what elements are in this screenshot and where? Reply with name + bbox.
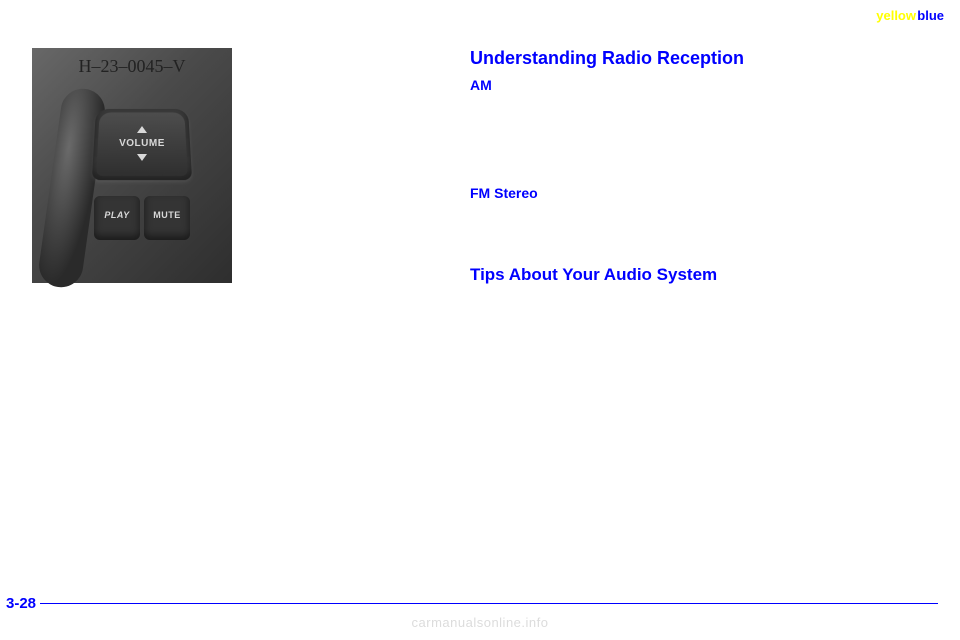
heading-fm: FM Stereo: [470, 185, 930, 201]
fm-body-placeholder: [470, 203, 930, 253]
am-body-placeholder: [470, 95, 930, 165]
volume-down-icon: [137, 154, 147, 161]
right-column: Understanding Radio Reception AM FM Ster…: [470, 48, 930, 293]
manual-page: yellow blue VOLUME PLAY MUTE H–23–0045–V…: [0, 0, 960, 640]
heading-am: AM: [470, 77, 930, 93]
mute-label: MUTE: [144, 210, 190, 220]
corner-tag-yellow: yellow: [876, 8, 916, 23]
page-number: 3-28: [0, 595, 40, 612]
control-photo: VOLUME PLAY MUTE H–23–0045–V: [32, 48, 232, 283]
spacer: [470, 253, 930, 265]
corner-tag-blue: blue: [917, 8, 944, 23]
steering-wheel-controls-photo: VOLUME PLAY MUTE H–23–0045–V: [32, 48, 232, 283]
heading-tips: Tips About Your Audio System: [470, 265, 930, 285]
footer-rule: [36, 603, 938, 605]
heading-understanding-radio: Understanding Radio Reception: [470, 48, 930, 69]
watermark: carmanualsonline.info: [0, 615, 960, 630]
play-label: PLAY: [94, 210, 140, 220]
spacer: [470, 165, 930, 177]
volume-up-icon: [137, 126, 147, 133]
volume-label: VOLUME: [94, 138, 190, 149]
photo-overlay-label: H–23–0045–V: [32, 56, 232, 77]
